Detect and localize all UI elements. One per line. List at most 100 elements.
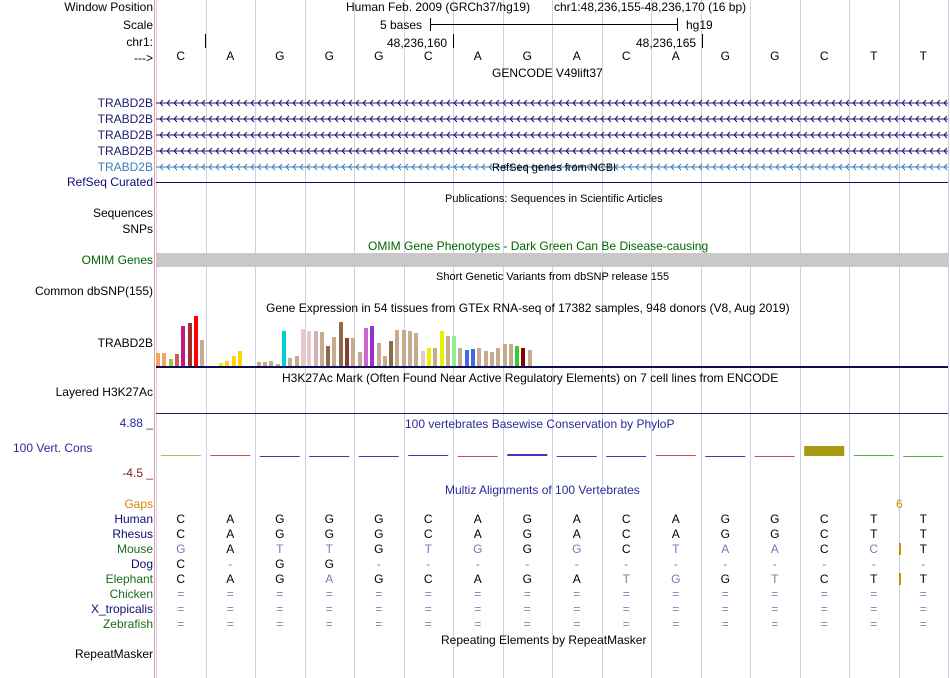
phylop-base-score[interactable] — [903, 456, 944, 457]
multiz-species-label[interactable]: Dog — [130, 557, 153, 571]
gtex-tissue-bar[interactable] — [420, 351, 425, 366]
gtex-tissue-bar[interactable] — [219, 363, 223, 366]
phylop-base-score[interactable] — [408, 455, 449, 456]
repeatmasker-title[interactable]: Repeating Elements by RepeatMasker — [441, 633, 647, 647]
phylop-base-score[interactable] — [358, 456, 399, 457]
gtex-tissue-bar[interactable] — [408, 331, 412, 366]
multiz-species-label[interactable]: Rhesus — [112, 527, 153, 541]
gtex-title[interactable]: Gene Expression in 54 tissues from GTEx … — [266, 301, 790, 315]
dbsnp-label[interactable]: Common dbSNP(155) — [34, 284, 153, 298]
gtex-tissue-bar[interactable] — [187, 323, 192, 366]
gtex-tissue-bar[interactable] — [326, 346, 331, 366]
multiz-species-label[interactable]: Zebrafish — [102, 617, 153, 631]
multiz-species-label[interactable]: Human — [114, 512, 153, 526]
phylop-base-score[interactable] — [804, 446, 845, 456]
gencode-transcript-line[interactable] — [156, 98, 948, 108]
gtex-tissue-bar[interactable] — [345, 338, 349, 366]
gtex-tissue-bar[interactable] — [313, 331, 318, 366]
phylop-title[interactable]: 100 vertebrates Basewise Conservation by… — [405, 417, 675, 431]
gtex-tissue-bar[interactable] — [401, 330, 406, 366]
gtex-tissue-bar[interactable] — [502, 344, 507, 366]
gencode-transcript-line[interactable] — [156, 162, 948, 172]
gtex-tissue-bar[interactable] — [263, 362, 268, 366]
gencode-transcript-line[interactable] — [156, 114, 948, 124]
gtex-tissue-bar[interactable] — [193, 316, 198, 366]
gencode-transcript-label[interactable]: TRABD2B — [97, 128, 153, 142]
strand-arrow-label[interactable]: ---> — [134, 51, 153, 65]
gtex-label[interactable]: TRABD2B — [97, 336, 153, 350]
gtex-tissue-bar[interactable] — [376, 343, 381, 366]
phylop-base-score[interactable] — [655, 455, 696, 456]
gtex-tissue-bar[interactable] — [357, 352, 362, 366]
gtex-tissue-bar[interactable] — [458, 348, 463, 366]
gencode-transcript-label[interactable]: TRABD2B — [97, 144, 153, 158]
gtex-tissue-bar[interactable] — [288, 358, 293, 366]
multiz-species-label[interactable]: Mouse — [116, 542, 153, 556]
publications-sequences-label[interactable]: Sequences — [92, 206, 153, 220]
gtex-tissue-bar[interactable] — [489, 352, 494, 366]
multiz-species-label[interactable]: Elephant — [105, 572, 153, 586]
gencode-transcript-label[interactable]: TRABD2B — [97, 96, 153, 110]
phylop-base-score[interactable] — [606, 456, 647, 457]
gtex-tissue-bar[interactable] — [174, 354, 179, 366]
gtex-tissue-bar[interactable] — [294, 356, 299, 366]
gtex-tissue-bar[interactable] — [237, 351, 242, 366]
gtex-tissue-bar[interactable] — [445, 336, 450, 366]
phylop-base-score[interactable] — [705, 456, 746, 457]
gencode-title[interactable]: GENCODE V49lift37 — [492, 66, 603, 80]
gtex-tissue-bar[interactable] — [439, 331, 444, 366]
gtex-tissue-bar[interactable] — [156, 353, 160, 366]
gtex-tissue-bar[interactable] — [225, 361, 230, 366]
gtex-tissue-bar[interactable] — [389, 341, 394, 366]
publications-snps-label[interactable]: SNPs — [122, 222, 153, 236]
gtex-tissue-bar[interactable] — [363, 328, 368, 366]
gtex-tissue-bar[interactable] — [483, 351, 488, 366]
gtex-tissue-bar[interactable] — [496, 348, 501, 366]
dbsnp-title[interactable]: Short Genetic Variants from dbSNP releas… — [436, 271, 670, 283]
multiz-title[interactable]: Multiz Alignments of 100 Vertebrates — [445, 483, 640, 497]
gtex-tissue-bar[interactable] — [464, 350, 469, 366]
gtex-tissue-bar[interactable] — [282, 331, 286, 366]
refseq-title[interactable]: RefSeq genes from NCBI — [492, 162, 617, 174]
refseq-label[interactable]: RefSeq Curated — [66, 175, 153, 189]
refseq-gene-line[interactable] — [156, 182, 948, 183]
gencode-transcript-line[interactable] — [156, 130, 948, 140]
gtex-tissue-bar[interactable] — [452, 336, 457, 366]
gencode-transcript-label[interactable]: TRABD2B — [97, 160, 153, 174]
multiz-species-label[interactable]: X_tropicalis — [90, 602, 153, 616]
omim-title[interactable]: OMIM Gene Phenotypes - Dark Green Can Be… — [368, 239, 709, 253]
gtex-tissue-bar[interactable] — [300, 329, 305, 366]
phylop-base-score[interactable] — [259, 456, 300, 457]
gtex-tissue-bar[interactable] — [414, 333, 419, 366]
gtex-tissue-bar[interactable] — [269, 361, 274, 366]
gtex-tissue-bar[interactable] — [471, 349, 475, 366]
omim-label[interactable]: OMIM Genes — [81, 253, 153, 267]
gtex-tissue-bar[interactable] — [527, 350, 532, 366]
gtex-tissue-bar[interactable] — [521, 348, 526, 366]
phylop-base-score[interactable] — [853, 455, 894, 456]
phylop-signal[interactable] — [156, 432, 950, 478]
h3k27ac-title[interactable]: H3K27Ac Mark (Often Found Near Active Re… — [282, 371, 779, 385]
gtex-tissue-bar[interactable] — [319, 332, 324, 366]
gtex-tissue-bar[interactable] — [181, 326, 186, 366]
multiz-species-label[interactable]: Chicken — [109, 587, 153, 601]
repeatmasker-label[interactable]: RepeatMasker — [74, 647, 153, 661]
gtex-tissue-bar[interactable] — [168, 359, 173, 366]
phylop-base-score[interactable] — [457, 456, 498, 457]
phylop-base-score[interactable] — [210, 455, 251, 456]
gtex-tissue-bar[interactable] — [382, 356, 387, 366]
gtex-tissue-bar[interactable] — [351, 338, 356, 366]
gtex-tissue-bar[interactable] — [338, 322, 343, 366]
gencode-transcript-line[interactable] — [156, 146, 948, 156]
gtex-tissue-bar[interactable] — [162, 353, 167, 366]
publications-title[interactable]: Publications: Sequences in Scientific Ar… — [445, 193, 663, 205]
phylop-base-score[interactable] — [556, 456, 597, 457]
h3k27ac-label[interactable]: Layered H3K27Ac — [55, 385, 153, 399]
gtex-tissue-bar[interactable] — [200, 340, 205, 366]
gtex-tissue-bar[interactable] — [515, 346, 520, 366]
insertion-marker[interactable] — [899, 573, 901, 585]
gtex-tissue-bar[interactable] — [256, 362, 261, 366]
gencode-transcript-label[interactable]: TRABD2B — [97, 112, 153, 126]
gtex-bar-chart[interactable] — [156, 315, 536, 366]
gtex-tissue-bar[interactable] — [307, 331, 312, 366]
